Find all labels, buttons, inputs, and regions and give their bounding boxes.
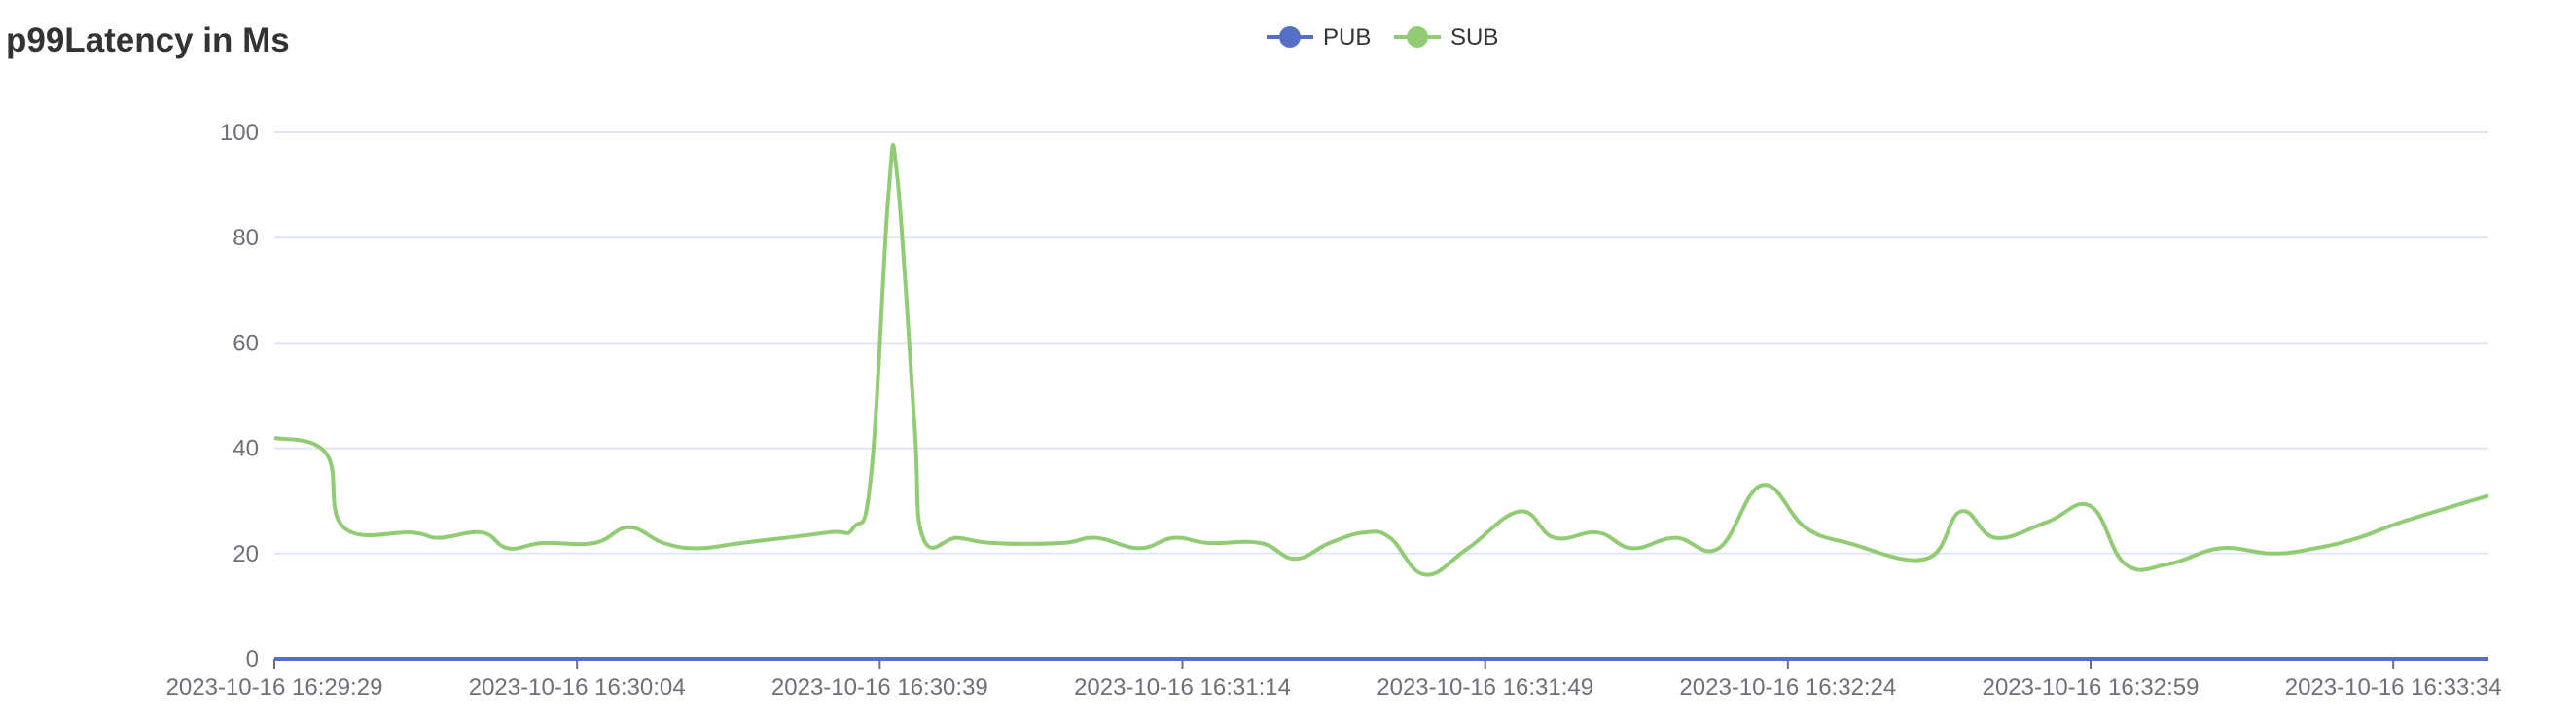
- x-tick-label: 2023-10-16 16:30:39: [771, 674, 988, 701]
- x-tick-label: 2023-10-16 16:31:14: [1074, 674, 1291, 701]
- x-tick-label: 2023-10-16 16:30:04: [469, 674, 686, 701]
- chart-title: p99Latency in Ms: [6, 21, 290, 59]
- y-tick-label: 100: [220, 120, 259, 146]
- legend-label: SUB: [1450, 24, 1498, 51]
- x-tick-label: 2023-10-16 16:32:24: [1679, 674, 1896, 701]
- x-tick-label: 2023-10-16 16:31:49: [1377, 674, 1593, 701]
- x-tick-label: 2023-10-16 16:32:59: [1983, 674, 2200, 701]
- x-tick-label: 2023-10-16 16:33:34: [2285, 674, 2502, 701]
- legend-label: PUB: [1323, 24, 1371, 51]
- y-tick-label: 80: [233, 225, 259, 251]
- y-tick-label: 20: [233, 541, 259, 567]
- series-lines: [273, 142, 2489, 661]
- x-tick-label: 2023-10-16 16:29:29: [166, 674, 383, 701]
- axes: 0 20 40 60 80 100 2023-10-16 16:29:29 2023-10-1…: [166, 120, 2502, 701]
- series-line-sub: [273, 142, 2489, 577]
- legend-item-pub[interactable]: PUB: [1267, 24, 1371, 51]
- grid-lines: [274, 131, 2488, 555]
- legend[interactable]: PUB SUB: [1267, 24, 1498, 51]
- legend-swatch-marker: [1279, 26, 1301, 48]
- y-tick-label: 60: [233, 330, 259, 356]
- legend-swatch-marker: [1407, 26, 1428, 48]
- y-tick-label: 0: [246, 646, 259, 672]
- y-tick-label: 40: [233, 436, 259, 462]
- legend-item-sub[interactable]: SUB: [1394, 24, 1498, 51]
